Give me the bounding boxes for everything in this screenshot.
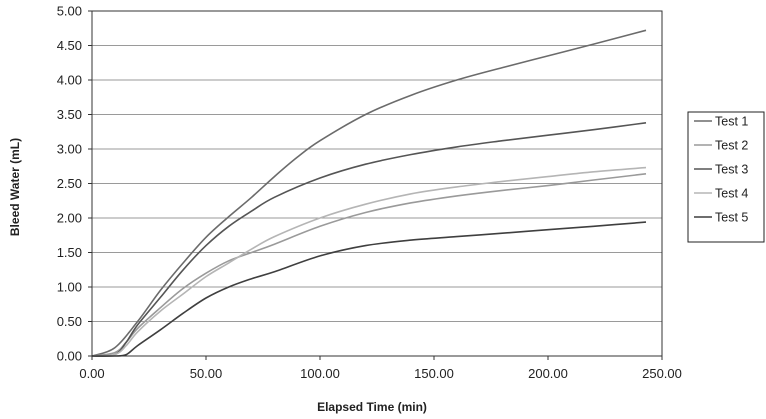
- x-tick-label: 100.00: [300, 366, 340, 381]
- series-line-test-1: [91, 29, 647, 357]
- legend-label-test-3: Test 3: [715, 163, 748, 177]
- y-tick-label: 1.00: [57, 280, 82, 295]
- legend-label-test-5: Test 5: [715, 211, 748, 225]
- y-tick-label: 0.00: [57, 349, 82, 364]
- series-line-test-5: [91, 221, 647, 357]
- y-tick-label: 2.50: [57, 176, 82, 191]
- y-tick-label: 3.00: [57, 142, 82, 157]
- legend-label-test-1: Test 1: [715, 115, 748, 129]
- grid-layer: [92, 45, 662, 322]
- series-line-test-2: [91, 173, 647, 357]
- x-tick-label: 0.00: [79, 366, 104, 381]
- y-tick-label: 0.50: [57, 314, 82, 329]
- legend-label-test-4: Test 4: [715, 187, 748, 201]
- y-tick-label: 2.00: [57, 211, 82, 226]
- x-axis-title: Elapsed Time (min): [317, 400, 427, 414]
- legend: Test 1 Test 2 Test 3 Test 4 Test 5: [687, 111, 765, 243]
- series-line-test-3: [91, 122, 647, 357]
- axis-layer: 0.00 0.50 1.00 1.50 2.00 2.50 3.00 3.50 4.00 4.50…: [57, 4, 682, 382]
- y-axis-title: Bleed Water (mL): [8, 138, 22, 236]
- x-tick-label: 50.00: [190, 366, 223, 381]
- y-tick-label: 1.50: [57, 245, 82, 260]
- legend-box: [687, 111, 765, 243]
- series-line-test-4: [91, 166, 647, 357]
- y-tick-label: 4.00: [57, 73, 82, 88]
- x-tick-label: 150.00: [414, 366, 454, 381]
- y-tick-label: 4.50: [57, 38, 82, 53]
- plot-area-frame: [91, 10, 663, 357]
- series-layer: [91, 29, 647, 357]
- x-tick-label: 200.00: [528, 366, 568, 381]
- y-tick-label: 3.50: [57, 107, 82, 122]
- y-tick-label: 5.00: [57, 4, 82, 19]
- x-tick-label: 250.00: [642, 366, 682, 381]
- legend-label-test-2: Test 2: [715, 139, 748, 153]
